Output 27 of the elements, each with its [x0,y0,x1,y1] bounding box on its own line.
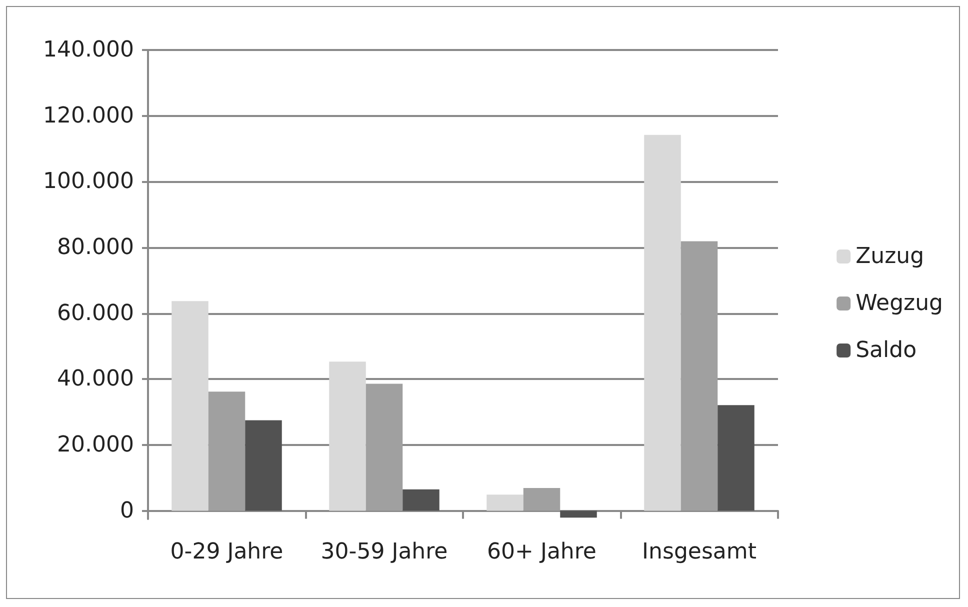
x-tick-label: 0-29 Jahre [170,540,284,564]
y-tick-label: 0 [120,498,134,524]
bar [366,384,403,511]
y-tick-label: 140.000 [43,38,134,62]
y-tick-label: 120.000 [43,103,134,128]
y-tick-label: 80.000 [57,234,134,260]
bar [560,510,597,518]
y-tick-label: 60.000 [57,300,134,326]
bar [245,420,282,511]
bar [680,241,718,511]
y-tick-label: 40.000 [57,366,134,392]
legend-label: Wegzug [856,291,943,316]
x-tick-label: 60+ Jahre [487,540,596,564]
bar [486,494,524,511]
bar [402,489,440,511]
y-tick-label: 100.000 [43,169,134,194]
y-tick-label: 20.000 [57,432,134,458]
legend-label: Zuzug [856,244,924,269]
x-tick-label: Insgesamt [642,540,757,564]
legend-label: Saldo [856,338,917,363]
bar [523,488,560,511]
bar [718,405,754,511]
bar [644,134,681,511]
bar [208,392,246,511]
bar [172,301,208,511]
x-tick-label: 30-59 Jahre [320,540,448,564]
bar [329,362,366,511]
